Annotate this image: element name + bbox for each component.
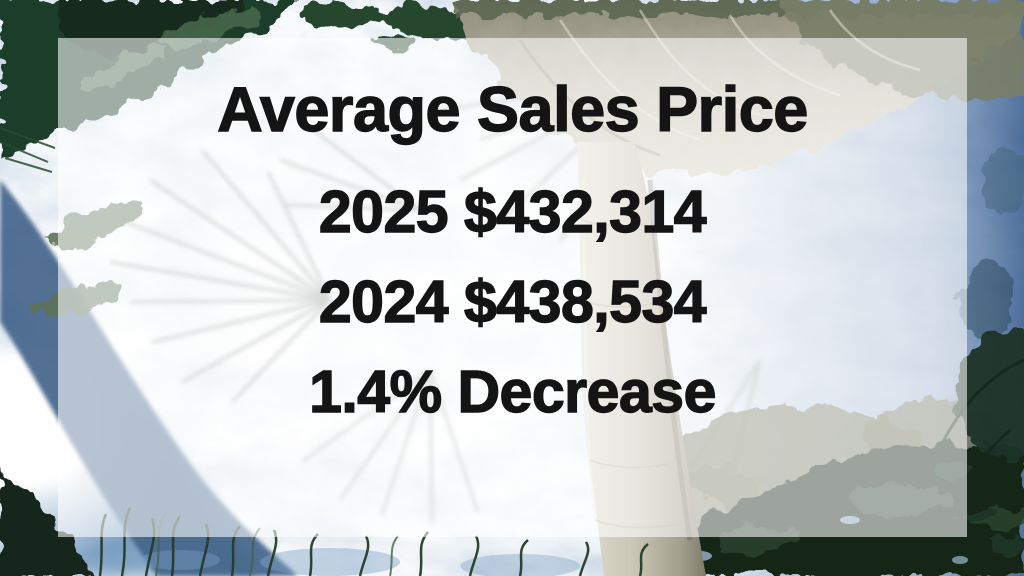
stat-year-2024: 2024 [318, 269, 449, 335]
stat-year-2025: 2025 [318, 179, 449, 245]
stat-line-2024: 2024 $438,534 [58, 272, 967, 332]
stat-line-2025: 2025 $432,314 [58, 182, 967, 242]
text-panel-overlay [58, 38, 967, 537]
page-title: Average Sales Price [217, 75, 809, 145]
stat-price-2024: $438,534 [463, 269, 707, 335]
stat-price-2025: $432,314 [463, 179, 707, 245]
change-line: 1.4% Decrease [308, 359, 717, 425]
